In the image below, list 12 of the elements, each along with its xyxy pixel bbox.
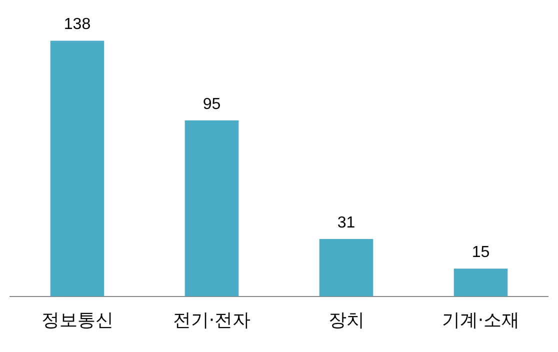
x-tick-label: 정보통신	[41, 310, 114, 331]
data-label: 15	[472, 244, 490, 262]
x-tick-label: 장치	[328, 310, 364, 331]
data-label: 31	[337, 214, 356, 232]
x-tick-label: 기계·소재	[442, 310, 520, 331]
x-tick-label: 전기·전자	[172, 310, 251, 331]
bar	[50, 40, 104, 296]
data-label: 138	[64, 16, 91, 34]
bar	[319, 238, 374, 296]
bar	[184, 120, 239, 296]
bar	[454, 268, 508, 296]
data-label: 95	[202, 96, 221, 113]
